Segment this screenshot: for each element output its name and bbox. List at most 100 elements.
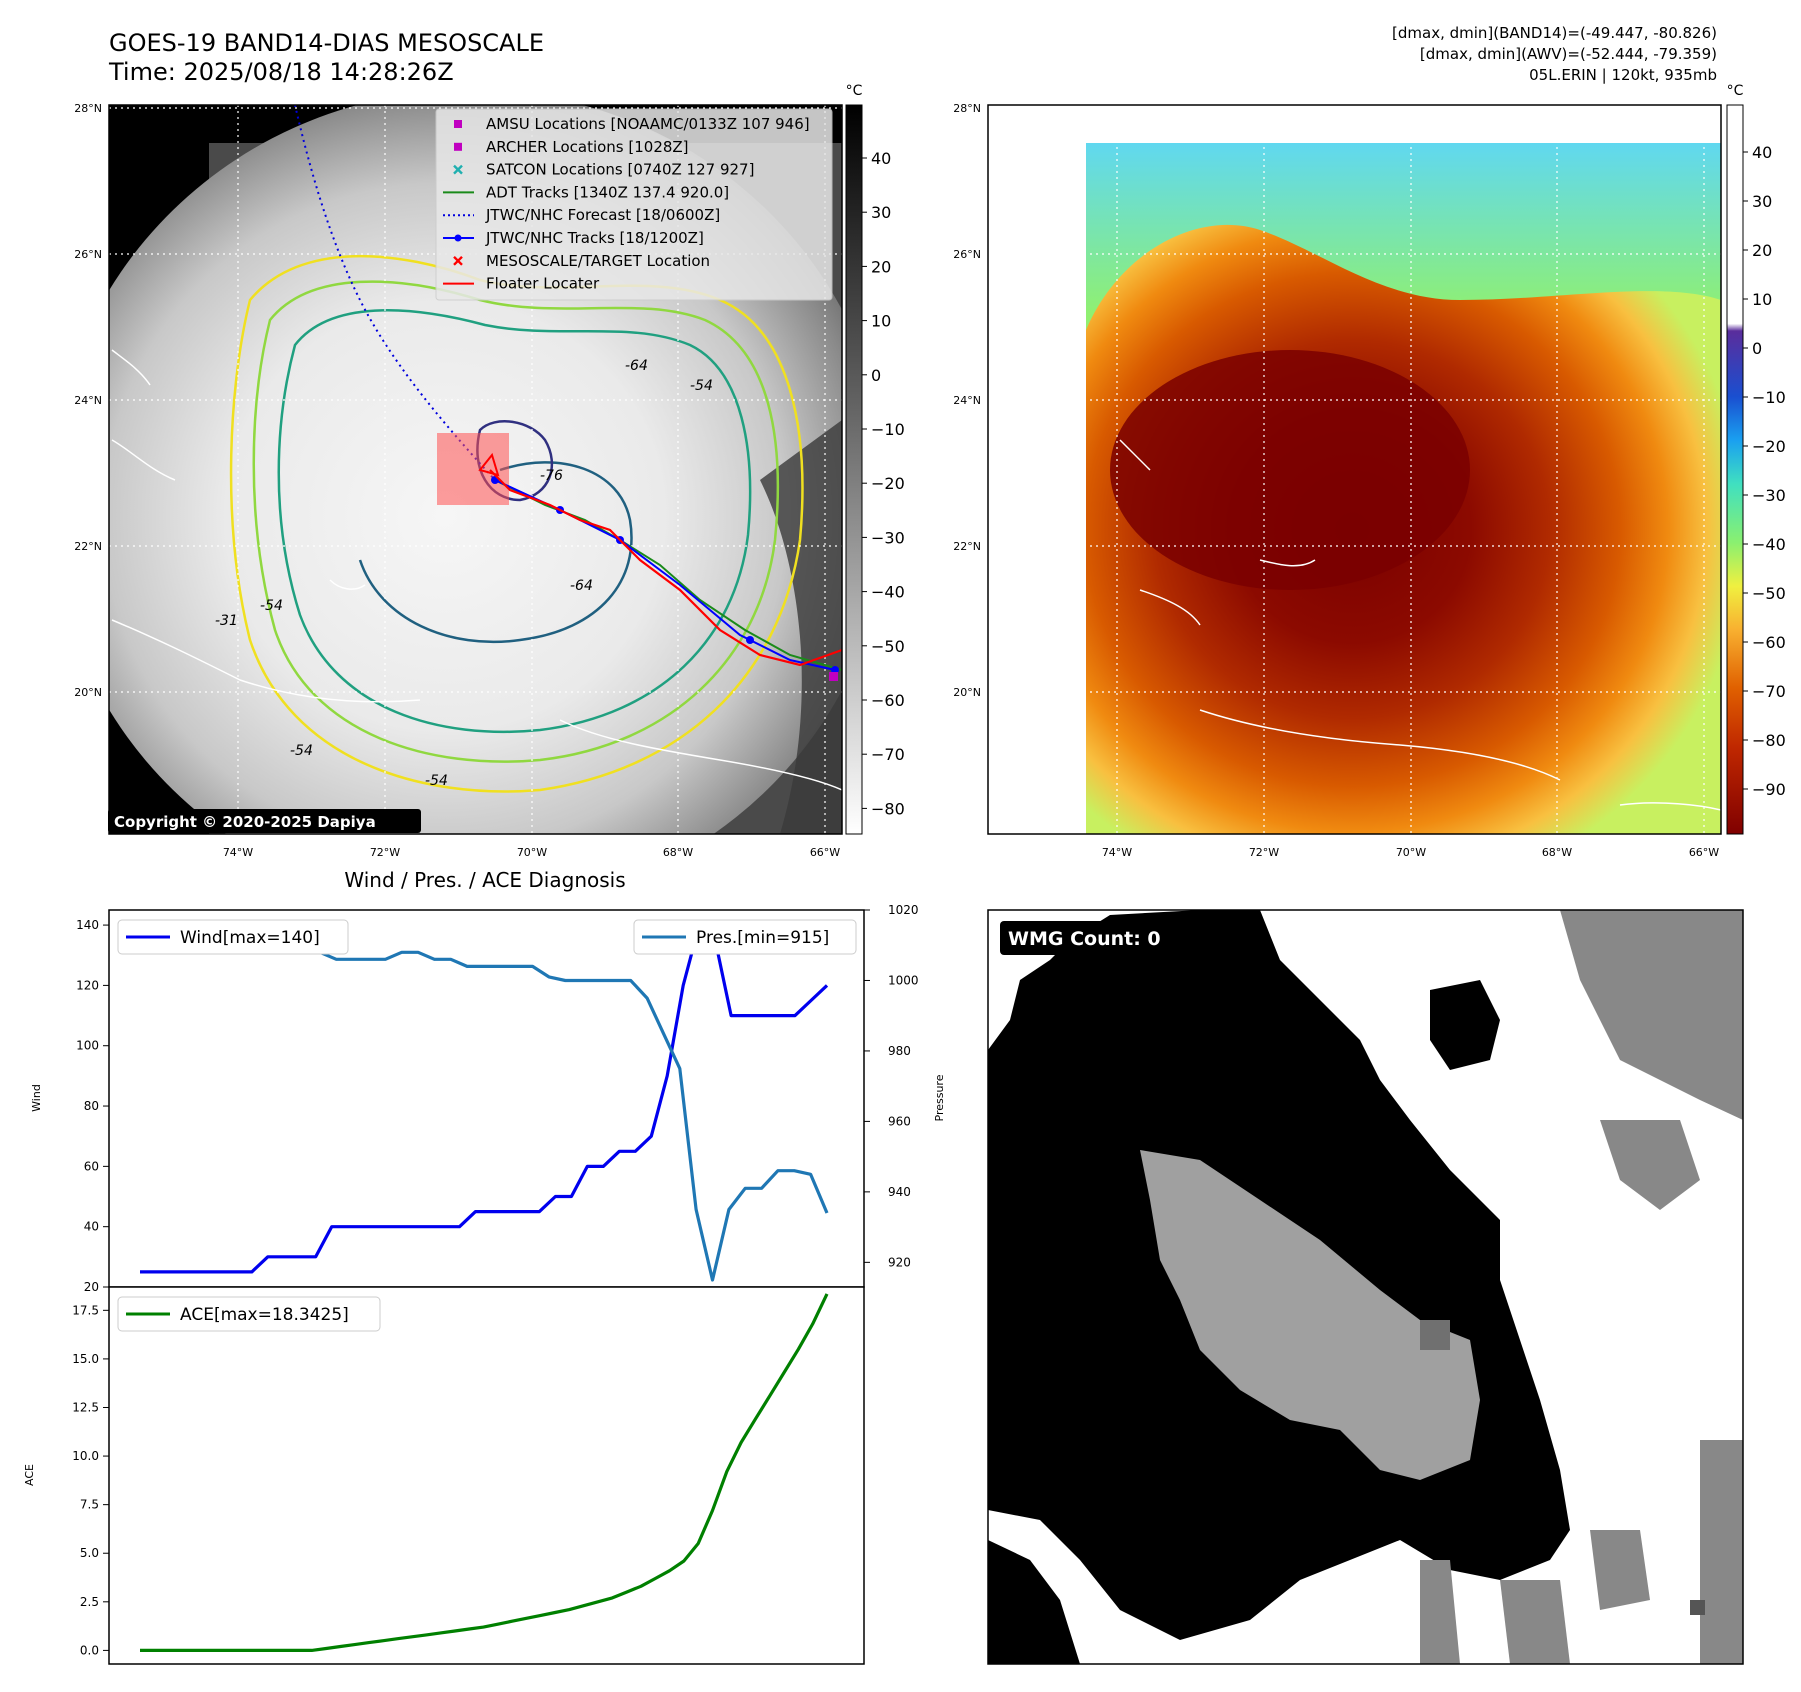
legend-item-1: ARCHER Locations [1028Z] (454, 138, 689, 156)
contour-label-2: -54 (260, 598, 283, 614)
coastline-hispaniola-right (1199, 709, 1561, 781)
legend-label: SATCON Locations [0740Z 127 927] (486, 161, 754, 179)
colorbar-tick-label: −20 (1752, 437, 1786, 456)
lon-68w-right: 68°W (1542, 846, 1572, 859)
contour-green (252, 280, 780, 763)
colorbar-left (845, 104, 863, 835)
colorbar-tick-label: 10 (871, 312, 891, 331)
ace-axis-ticks: 0.0 2.5 5.0 7.5 10.0 12.5 15.0 17.5 (72, 1303, 109, 1657)
axis-tick-label: 120 (76, 978, 99, 992)
floater-locater-track (489, 469, 842, 667)
lon-74w: 74°W (223, 846, 253, 859)
wmg-badge (1000, 921, 1178, 955)
wmg-dark-speck (1690, 1600, 1705, 1615)
wind-axis-label: Wind (30, 1084, 43, 1112)
amsu-location-marker (829, 672, 838, 681)
colorbar-tick-label: −50 (1752, 584, 1786, 603)
lat-28n-right: 28°N (953, 102, 981, 115)
colorbar-tick-label: 20 (871, 257, 891, 276)
pressure-legend-label: Pres.[min=915] (696, 928, 829, 948)
lon-66w: 66°W (810, 846, 840, 859)
axis-tick-label-right: 1000 (888, 973, 919, 987)
figure-title: GOES-19 BAND14-DIAS MESOSCALE (109, 29, 544, 57)
wmg-panel: WMG Count: 0 (987, 909, 1744, 1665)
colorbar-left-unit: °C (846, 83, 863, 99)
lon-72w: 72°W (370, 846, 400, 859)
axis-tick-label: 40 (84, 1220, 99, 1234)
coastline-cuba (111, 619, 421, 703)
wind-legend-label: Wind[max=140] (180, 928, 320, 948)
colorbar-tick-label: −70 (871, 745, 905, 764)
legend-marker-x (453, 255, 463, 266)
colorbar-tick-label: 0 (1752, 339, 1762, 358)
legend-item-2: SATCON Locations [0740Z 127 927] (453, 161, 754, 179)
legend-label: Floater Locater (486, 275, 600, 293)
lat-24n: 24°N (74, 394, 102, 407)
colorbar-tick-label: −40 (1752, 535, 1786, 554)
info-storm: 05L.ERIN | 120kt, 935mb (1529, 66, 1717, 84)
lon-74w-right: 74°W (1102, 846, 1132, 859)
wind-chart-frame (108, 909, 865, 1288)
legend-item-5: JTWC/NHC Tracks [18/1200Z] (443, 229, 704, 247)
wmg-frame (987, 909, 1744, 1665)
copyright-badge (108, 809, 421, 833)
contour-teal (277, 309, 752, 734)
ace-legend-box (117, 1296, 381, 1332)
storm-core-cold-tops (1110, 350, 1470, 590)
wmg-black-blob (1430, 980, 1500, 1070)
lat-20n-right: 20°N (953, 686, 981, 699)
ace-chart: ACE 0.0 2.5 5.0 7.5 10.0 12.5 15.0 17.5 ACE[max… (23, 1286, 865, 1665)
lon-66w-right: 66°W (1689, 846, 1719, 859)
ace-legend-label: ACE[max=18.3425] (180, 1305, 349, 1325)
diagnosis-title: Wind / Pres. / ACE Diagnosis (344, 868, 625, 892)
axis-tick-label-right: 980 (888, 1044, 911, 1058)
legend-label: JTWC/NHC Forecast [18/0600Z] (485, 206, 720, 224)
map-right-lat-labels: 28°N 26°N 24°N 22°N 20°N (953, 102, 981, 699)
colorbar-tick-label: −70 (1752, 682, 1786, 701)
lat-26n: 26°N (74, 248, 102, 261)
ace-axis-label: ACE (23, 1464, 36, 1486)
axis-tick-label-right: 920 (888, 1255, 911, 1269)
legend-label: ADT Tracks [1340Z 137.4 920.0] (486, 183, 729, 201)
wmg-gray-e (1600, 1120, 1700, 1210)
lon-68w: 68°W (663, 846, 693, 859)
axis-tick-label: 0.0 (80, 1643, 99, 1657)
mesoscale-target-box (437, 433, 509, 505)
legend-marker-dot (454, 234, 462, 242)
legend-item-0: AMSU Locations [NOAAMC/0133Z 107 946] (454, 115, 810, 133)
wmg-badge-text: WMG Count: 0 (1008, 928, 1161, 950)
contour-label-7: -64 (625, 358, 648, 374)
contour-teal-inner (358, 461, 633, 644)
legend-label: JTWC/NHC Tracks [18/1200Z] (485, 229, 704, 247)
wmg-black-region-sw (988, 1540, 1080, 1664)
colorbar-tick-label: 40 (871, 149, 891, 168)
lat-22n: 22°N (74, 540, 102, 553)
pressure-axis-ticks: 920 940 960 980 1000 1020 (864, 903, 919, 1269)
axis-tick-label: 12.5 (72, 1400, 99, 1414)
colorbar-tick-label: −30 (871, 528, 905, 547)
colorbar-tick-label: 10 (1752, 290, 1772, 309)
pressure-legend-box (633, 919, 857, 955)
lat-24n-right: 24°N (953, 394, 981, 407)
axis-tick-label: 5.0 (80, 1546, 99, 1560)
wmg-gray-se (1700, 1440, 1743, 1664)
ace-series-group (140, 1293, 829, 1653)
contour-label-5: -54 (290, 743, 313, 759)
colorbar-tick-label: −20 (871, 474, 905, 493)
wmg-dark-gray-patch (1420, 1320, 1450, 1350)
wmg-gray-s2 (1500, 1580, 1570, 1664)
colorbar-tick-label: −60 (871, 691, 905, 710)
legend-label: ARCHER Locations [1028Z] (486, 138, 689, 156)
lon-72w-right: 72°W (1249, 846, 1279, 859)
lat-28n: 28°N (74, 102, 102, 115)
coastline-bahamas (1119, 439, 1151, 471)
map-left-lon-labels: 74°W 72°W 70°W 68°W 66°W (223, 846, 840, 859)
axis-tick-label: 2.5 (80, 1595, 99, 1609)
axis-tick-label-right: 940 (888, 1185, 911, 1199)
info-awv-range: [dmax, dmin](AWV)=(-52.444, -79.359) (1420, 45, 1717, 63)
legend-marker-square (454, 142, 462, 151)
axis-tick-label: 10.0 (72, 1449, 99, 1463)
ace-chart-frame (108, 1286, 865, 1665)
legend-marker-square (454, 120, 462, 128)
